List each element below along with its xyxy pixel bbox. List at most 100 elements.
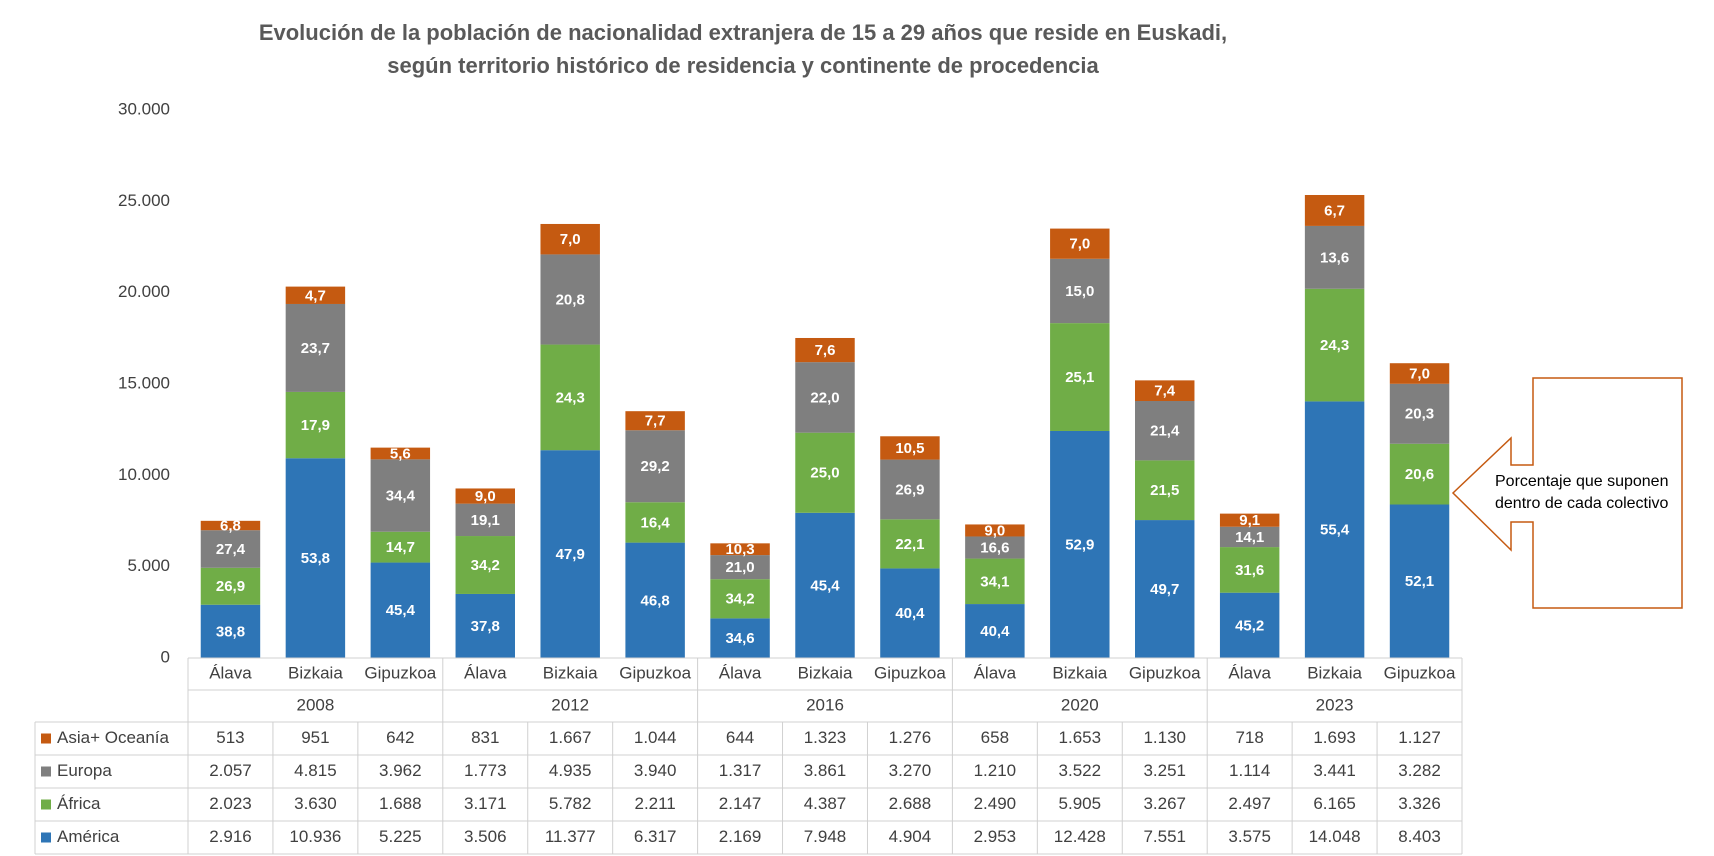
bar-segment [625, 411, 685, 431]
bar-segment [965, 604, 1025, 658]
bar-segment [200, 530, 261, 568]
bar-segment [965, 536, 1025, 559]
table-value: 1.323 [804, 728, 847, 747]
table-value: 2.916 [209, 827, 252, 846]
bar-segment [285, 391, 346, 459]
table-value: 5.905 [1059, 794, 1102, 813]
bar-segment [880, 519, 940, 569]
table-value: 1.127 [1398, 728, 1441, 747]
data-label: 7,4 [1154, 383, 1176, 400]
bar-segment [1219, 547, 1280, 593]
table-value: 644 [726, 728, 754, 747]
table-value: 1.667 [549, 728, 592, 747]
table-value: 3.171 [464, 794, 507, 813]
bar-segment [710, 579, 770, 619]
legend-label: Asia+ Oceanía [57, 728, 170, 747]
table-value: 3.861 [804, 761, 847, 780]
bar-segment [455, 503, 515, 537]
x-tick-label: Gipuzkoa [1384, 663, 1456, 682]
data-label: 15,0 [1065, 283, 1094, 300]
x-tick-label: Gipuzkoa [619, 663, 691, 682]
data-label: 13,6 [1320, 249, 1349, 266]
table-value: 658 [981, 728, 1009, 747]
data-label: 7,0 [1409, 365, 1430, 382]
data-label: 24,3 [1320, 337, 1349, 354]
table-value: 951 [301, 728, 329, 747]
bar-segment [625, 542, 685, 658]
bar-segment [1050, 323, 1110, 431]
table-value: 14.048 [1309, 827, 1361, 846]
data-label: 40,4 [895, 605, 925, 622]
bar-segment [625, 502, 685, 543]
data-label: 7,7 [645, 413, 666, 430]
data-label: 21,4 [1150, 423, 1180, 440]
table-value: 2.953 [974, 827, 1017, 846]
data-label: 23,7 [301, 340, 330, 357]
data-label: 40,4 [980, 623, 1010, 640]
bar-segment [1304, 194, 1365, 226]
table-value: 3.282 [1398, 761, 1441, 780]
table-value: 4.815 [294, 761, 337, 780]
bar-segment [200, 604, 261, 658]
table-value: 2.497 [1228, 794, 1271, 813]
table-value: 1.210 [974, 761, 1017, 780]
table-value: 4.904 [889, 827, 932, 846]
bar-segment [455, 593, 515, 658]
bar-segment [540, 254, 600, 345]
data-label: 34,4 [386, 488, 416, 505]
data-label: 22,1 [895, 536, 924, 553]
table-value: 1.130 [1143, 728, 1186, 747]
x-tick-label: Bizkaia [543, 663, 598, 682]
x-tick-label: Gipuzkoa [1129, 663, 1201, 682]
table-value: 3.940 [634, 761, 677, 780]
annotation: dentro de cada colectivo [1495, 495, 1669, 512]
data-label: 27,4 [216, 541, 246, 558]
bar-segment [965, 558, 1025, 605]
table-value: 12.428 [1054, 827, 1106, 846]
data-label: 52,1 [1405, 573, 1434, 590]
bar-segment [795, 512, 855, 658]
table-value: 1.653 [1059, 728, 1102, 747]
table-value: 2.688 [889, 794, 932, 813]
table-value: 1.276 [889, 728, 932, 747]
x-tick-label: Gipuzkoa [364, 663, 436, 682]
bar-segment [285, 458, 346, 658]
bar-segment [370, 562, 431, 658]
data-label: 14,7 [386, 539, 415, 556]
table-value: 831 [471, 728, 499, 747]
bar-segment [1304, 401, 1365, 658]
chart-title: Evolución de la población de nacionalida… [259, 20, 1227, 45]
data-label: 19,1 [471, 512, 500, 529]
data-label: 6,8 [220, 517, 241, 534]
bar-segment [965, 524, 1025, 537]
table-value: 642 [386, 728, 414, 747]
legend-label: Europa [57, 761, 112, 780]
data-label: 52,9 [1065, 536, 1094, 553]
table-value: 2.023 [209, 794, 252, 813]
data-label: 5,6 [390, 445, 411, 462]
table-value: 3.506 [464, 827, 507, 846]
table-value: 3.267 [1143, 794, 1186, 813]
table-value: 2.169 [719, 827, 762, 846]
bar-segment [1219, 526, 1280, 548]
table-value: 3.441 [1313, 761, 1356, 780]
data-label: 26,9 [216, 578, 245, 595]
data-label: 45,2 [1235, 617, 1264, 634]
table-value: 8.403 [1398, 827, 1441, 846]
table-value: 3.251 [1143, 761, 1186, 780]
y-tick-label: 10.000 [118, 465, 170, 484]
callout-arrow [1451, 377, 1683, 609]
y-tick-label: 30.000 [118, 99, 170, 118]
table-value: 10.936 [289, 827, 341, 846]
data-label: 17,9 [301, 417, 330, 434]
data-label: 37,8 [471, 618, 500, 635]
data-label: 53,8 [301, 550, 330, 567]
data-label: 7,6 [815, 342, 836, 359]
bar-segment [1135, 520, 1195, 658]
bar-segment [1389, 363, 1450, 384]
data-label: 25,1 [1065, 369, 1094, 386]
group-label: 2023 [1316, 695, 1354, 714]
table-value: 1.044 [634, 728, 677, 747]
x-tick-label: Bizkaia [798, 663, 853, 682]
